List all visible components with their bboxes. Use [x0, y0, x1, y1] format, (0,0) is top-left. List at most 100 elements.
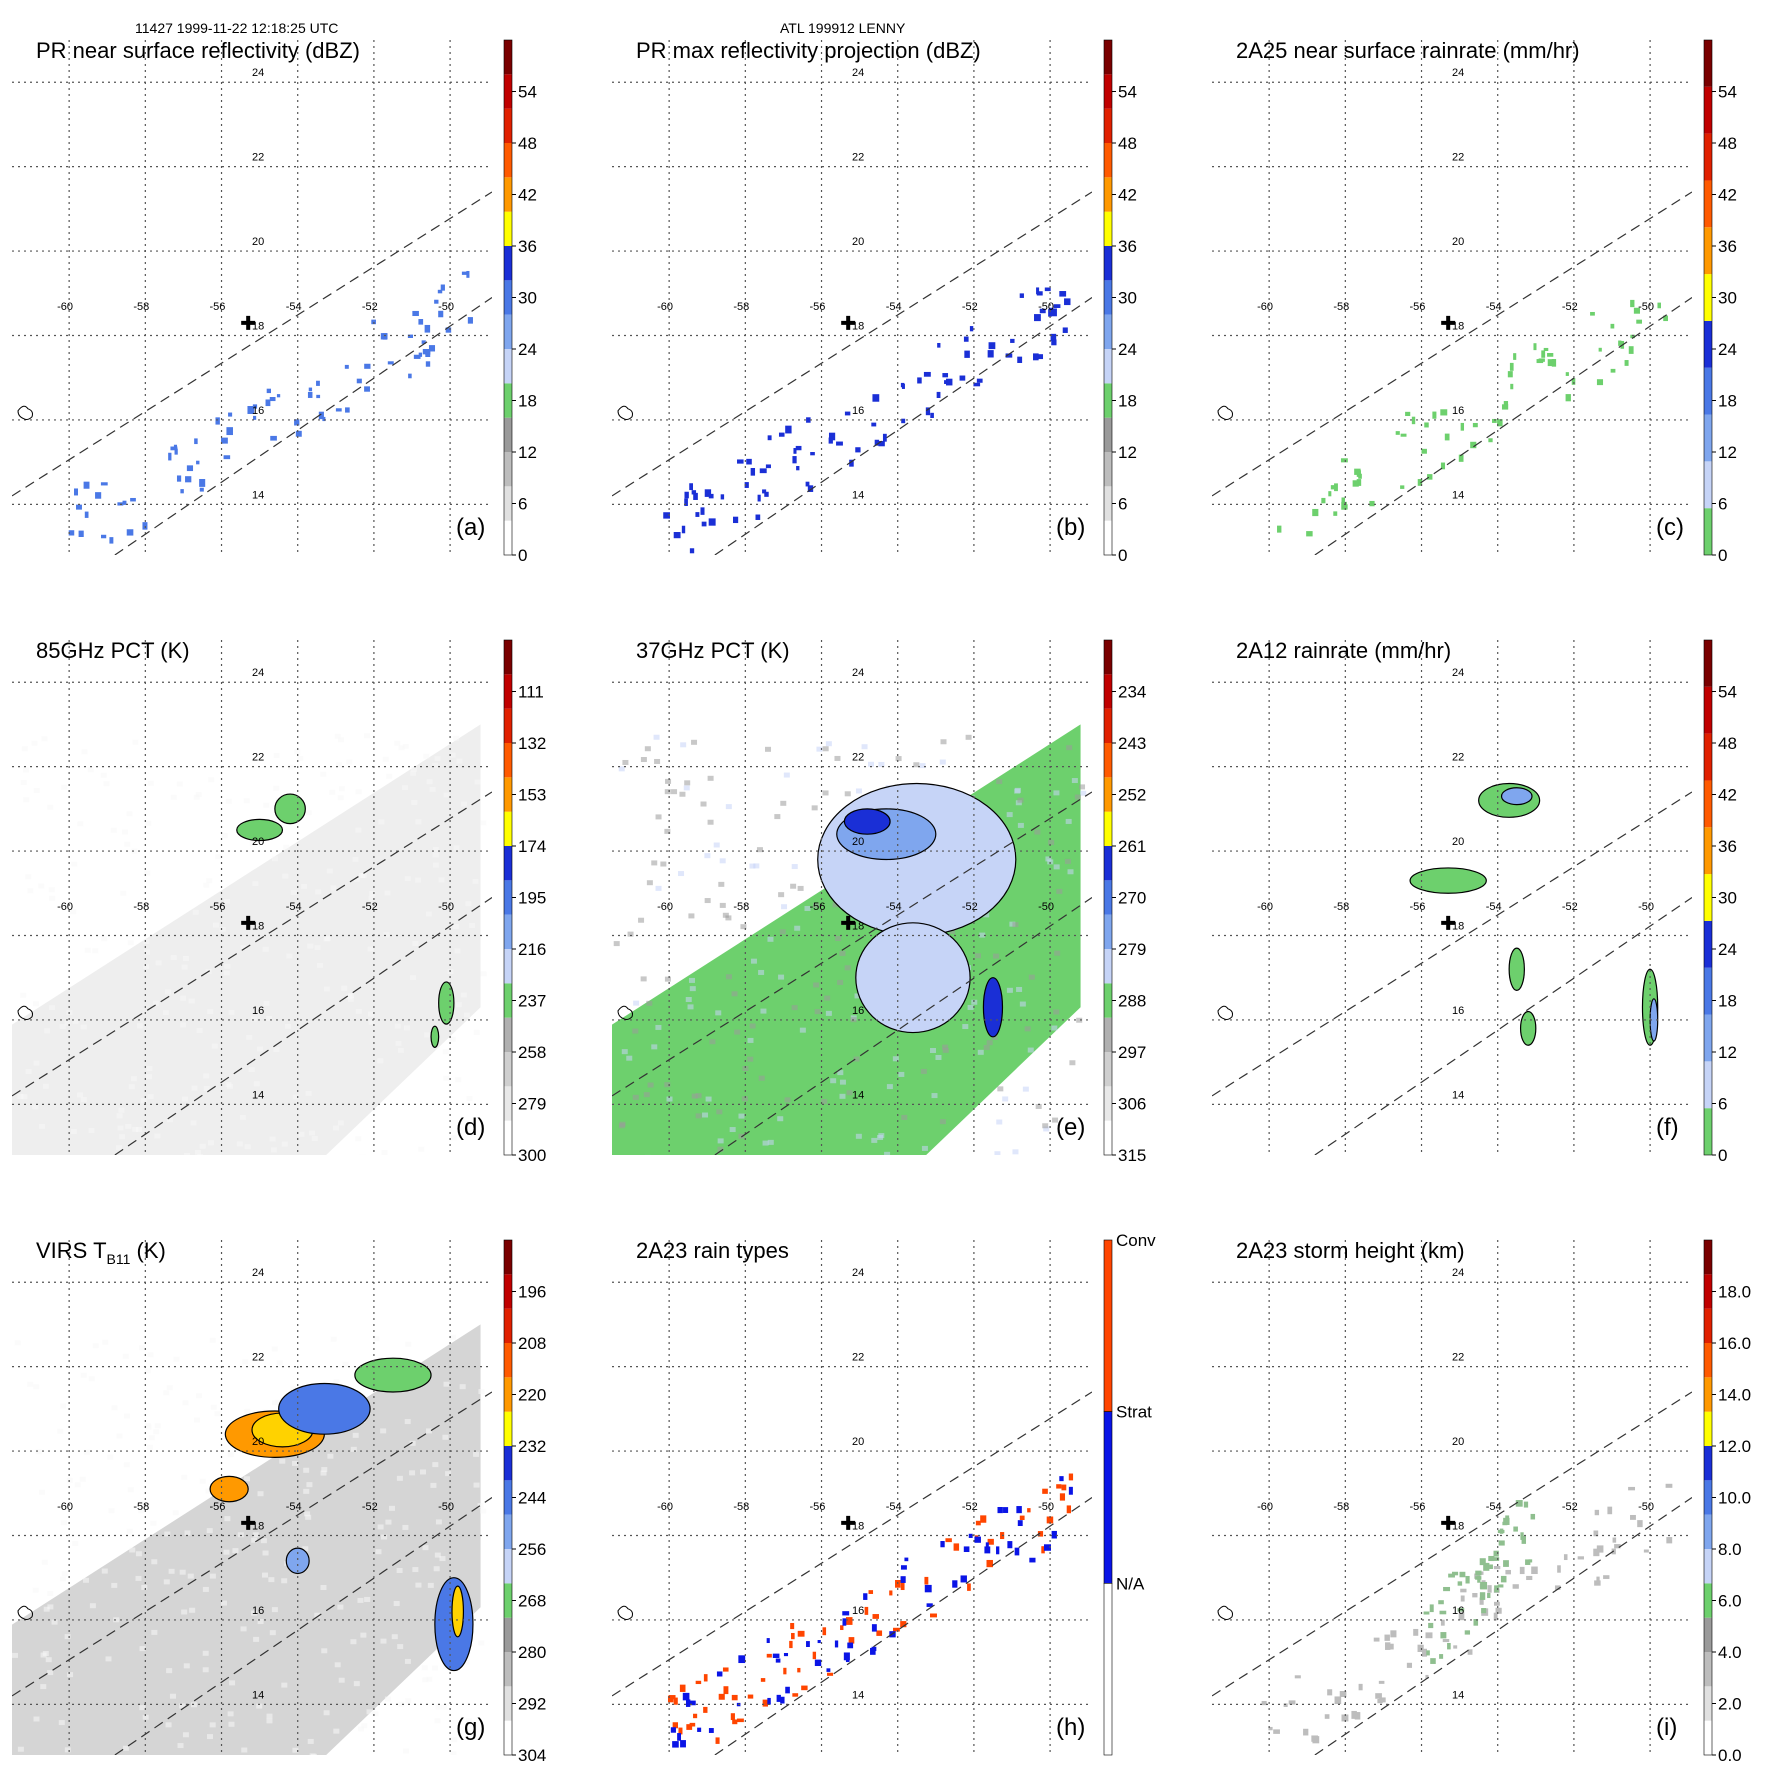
texture-cell [422, 1545, 429, 1551]
lon-label: -54 [886, 301, 902, 313]
texture-cell [355, 789, 362, 795]
colorbar-tick: 0 [518, 546, 527, 565]
storm-center-marker [841, 315, 856, 330]
colorbar-segment [504, 1308, 512, 1343]
radar-pixel [1417, 1644, 1424, 1652]
radar-pixel [1457, 1581, 1463, 1586]
lon-label: -52 [1562, 1501, 1578, 1513]
colorbar-tick: Strat [1116, 1403, 1152, 1422]
texture-cell [241, 1747, 248, 1753]
lat-label: 16 [852, 405, 864, 417]
radar-pixel [1312, 508, 1319, 517]
radar-pixel [364, 363, 371, 369]
colorbar-segment [504, 880, 512, 915]
colorbar-segment [504, 314, 512, 349]
radar-pixel [1017, 1520, 1023, 1527]
colorbar-tick: 234 [1118, 683, 1146, 702]
texture-cell [394, 740, 401, 746]
texture-cell [965, 734, 972, 740]
texture-cell [116, 1433, 123, 1439]
radar-pixel [1489, 1564, 1493, 1570]
radar-pixel [1014, 1547, 1020, 1556]
texture-cell [426, 1676, 433, 1682]
texture-cell [197, 1154, 204, 1155]
texture-cell [64, 1634, 71, 1640]
radar-pixel [1557, 1565, 1561, 1573]
texture-cell [391, 1634, 398, 1640]
radar-pixel [759, 468, 767, 474]
radar-pixel [1563, 1554, 1568, 1561]
texture-cell [977, 1049, 984, 1055]
texture-cell [480, 1508, 487, 1514]
texture-cell [256, 1703, 263, 1709]
colorbar-segment [1704, 1308, 1712, 1343]
colorbar-segment [504, 143, 512, 178]
radar-pixel [1460, 1588, 1467, 1593]
colorbar-tick: 30 [1718, 889, 1737, 908]
texture-cell [21, 746, 28, 752]
radar-pixel [1536, 359, 1544, 364]
radar-pixel [1596, 379, 1604, 386]
radar-pixel [817, 1640, 821, 1644]
radar-pixel [1473, 1619, 1479, 1626]
texture-cell [183, 1152, 190, 1155]
panel-title: 2A25 near surface rainrate (mm/hr) [1236, 38, 1580, 63]
colorbar-segment [504, 1446, 512, 1481]
pr-swath-edge [714, 297, 1092, 555]
radar-pixel [1283, 1703, 1288, 1707]
texture-cell [837, 979, 844, 985]
texture-cell [700, 801, 707, 807]
texture-cell [459, 1384, 466, 1390]
texture-cell [1079, 784, 1086, 790]
radar-pixel [1612, 1537, 1617, 1543]
swath-background [12, 1324, 481, 1755]
radar-pixel [142, 522, 148, 530]
texture-cell [260, 1538, 267, 1544]
colorbar-tick: 24 [1718, 340, 1737, 359]
panel-label: (i) [1656, 1714, 1677, 1741]
texture-cell [141, 1584, 148, 1590]
radar-pixel [723, 1686, 729, 1695]
radar-pixel [122, 500, 127, 505]
texture-cell [330, 885, 337, 891]
texture-cell [323, 936, 330, 942]
lat-label: 16 [852, 1605, 864, 1617]
texture-cell [163, 1390, 170, 1396]
texture-cell [758, 969, 765, 975]
radar-pixel [1390, 1630, 1397, 1638]
radar-pixel [295, 430, 302, 437]
radar-pixel [1010, 338, 1015, 343]
texture-cell [311, 1135, 318, 1141]
radar-pixel [1068, 1473, 1074, 1481]
radar-pixel [667, 1695, 674, 1703]
texture-cell [249, 841, 256, 847]
radar-pixel [228, 412, 233, 417]
colorbar-tick: 54 [1118, 83, 1137, 102]
texture-cell [898, 1071, 905, 1077]
texture-cell [163, 1579, 170, 1585]
radar-pixel [686, 1724, 693, 1730]
texture-cell [33, 1001, 40, 1007]
texture-cell [206, 1528, 213, 1534]
texture-cell [151, 1559, 158, 1565]
texture-cell [144, 870, 151, 876]
texture-cell [223, 1549, 230, 1555]
lon-label: -56 [1410, 901, 1426, 913]
texture-cell [368, 895, 375, 901]
colorbar-tick: 0 [1718, 546, 1727, 565]
texture-cell [878, 761, 885, 767]
texture-cell [148, 1435, 155, 1441]
colorbar-tick: 12 [1718, 443, 1737, 462]
radar-pixel [413, 354, 421, 359]
texture-cell [183, 1663, 190, 1669]
texture-cell [396, 1568, 403, 1574]
lat-label: 24 [852, 67, 864, 79]
texture-cell [172, 1510, 179, 1516]
radar-pixel [1665, 1483, 1673, 1488]
radar-pixel [345, 407, 350, 413]
radar-pixel [1448, 1573, 1455, 1578]
radar-pixel [952, 1580, 958, 1588]
texture-cell [224, 1516, 231, 1522]
radar-pixel [1061, 1484, 1067, 1491]
texture-cell [153, 1429, 160, 1435]
